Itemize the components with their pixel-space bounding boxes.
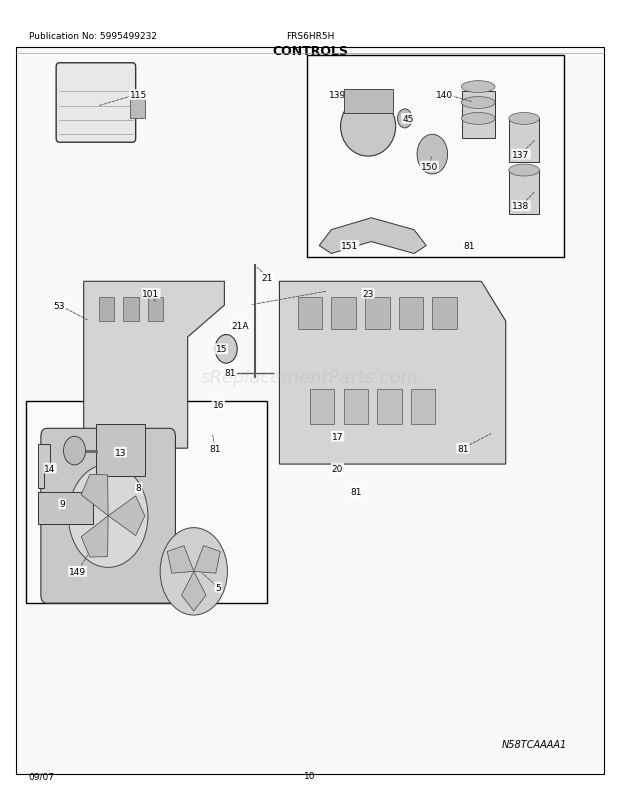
Bar bbox=[25, 401, 267, 603]
Text: 5: 5 bbox=[215, 583, 221, 592]
Text: 09/07: 09/07 bbox=[29, 772, 55, 780]
Bar bbox=[343, 90, 392, 114]
Bar bbox=[365, 298, 389, 330]
Bar bbox=[38, 492, 93, 524]
Polygon shape bbox=[319, 218, 426, 254]
Text: CONTROLS: CONTROLS bbox=[272, 46, 348, 59]
Text: 81: 81 bbox=[463, 241, 475, 251]
Ellipse shape bbox=[509, 165, 539, 176]
Polygon shape bbox=[81, 475, 108, 516]
Text: Publication No: 5995499232: Publication No: 5995499232 bbox=[29, 32, 157, 41]
Text: N58TCAAAA1: N58TCAAAA1 bbox=[502, 739, 567, 748]
Bar bbox=[509, 119, 539, 163]
Text: 15: 15 bbox=[216, 345, 227, 354]
Circle shape bbox=[397, 110, 412, 129]
Polygon shape bbox=[38, 444, 50, 488]
Bar bbox=[298, 298, 322, 330]
Polygon shape bbox=[194, 546, 220, 573]
Polygon shape bbox=[108, 496, 145, 536]
Bar bbox=[307, 56, 564, 258]
Text: 21A: 21A bbox=[231, 321, 249, 330]
Text: 8: 8 bbox=[136, 484, 141, 492]
FancyBboxPatch shape bbox=[41, 429, 175, 603]
Text: 53: 53 bbox=[53, 302, 65, 310]
Text: 138: 138 bbox=[512, 202, 529, 211]
Circle shape bbox=[160, 528, 228, 615]
Text: 10: 10 bbox=[304, 772, 316, 780]
Circle shape bbox=[215, 335, 237, 363]
Text: 81: 81 bbox=[210, 444, 221, 453]
Polygon shape bbox=[84, 282, 224, 448]
Bar bbox=[432, 298, 457, 330]
Text: 115: 115 bbox=[130, 91, 148, 100]
Bar bbox=[378, 389, 402, 425]
Bar bbox=[148, 298, 163, 322]
Bar bbox=[343, 389, 368, 425]
Bar bbox=[130, 99, 145, 119]
Circle shape bbox=[68, 464, 148, 568]
Bar bbox=[96, 425, 145, 476]
Ellipse shape bbox=[509, 113, 539, 125]
Bar bbox=[462, 91, 495, 139]
Text: 151: 151 bbox=[341, 241, 358, 251]
Text: 14: 14 bbox=[45, 464, 56, 473]
Text: 149: 149 bbox=[69, 567, 86, 576]
Text: sReplacementParts.com: sReplacementParts.com bbox=[201, 368, 419, 387]
Text: 140: 140 bbox=[436, 91, 453, 100]
Ellipse shape bbox=[461, 97, 495, 109]
Text: 45: 45 bbox=[402, 115, 414, 124]
Text: 9: 9 bbox=[60, 500, 65, 508]
Polygon shape bbox=[167, 546, 194, 573]
Bar bbox=[99, 298, 114, 322]
Text: FRS6HR5H: FRS6HR5H bbox=[286, 32, 334, 41]
Text: 137: 137 bbox=[512, 151, 529, 160]
Text: 150: 150 bbox=[420, 162, 438, 172]
Circle shape bbox=[417, 135, 448, 175]
Bar bbox=[399, 298, 423, 330]
Text: 81: 81 bbox=[350, 488, 361, 496]
Text: 13: 13 bbox=[115, 448, 126, 457]
Polygon shape bbox=[182, 572, 206, 611]
Text: 20: 20 bbox=[332, 464, 343, 473]
Ellipse shape bbox=[461, 82, 495, 94]
Ellipse shape bbox=[461, 113, 495, 125]
Text: 16: 16 bbox=[213, 400, 224, 410]
Polygon shape bbox=[280, 282, 506, 464]
Text: 17: 17 bbox=[332, 432, 343, 441]
Bar bbox=[411, 389, 435, 425]
Text: 23: 23 bbox=[363, 290, 374, 298]
FancyBboxPatch shape bbox=[56, 63, 136, 143]
Text: 139: 139 bbox=[329, 91, 346, 100]
Bar bbox=[509, 171, 539, 214]
Bar bbox=[332, 298, 356, 330]
Bar bbox=[123, 298, 139, 322]
Text: 81: 81 bbox=[224, 369, 236, 378]
Ellipse shape bbox=[340, 97, 396, 157]
Text: 21: 21 bbox=[262, 273, 273, 282]
Circle shape bbox=[63, 437, 86, 465]
Polygon shape bbox=[81, 516, 108, 557]
Text: 81: 81 bbox=[457, 444, 469, 453]
Bar bbox=[310, 389, 334, 425]
Text: 101: 101 bbox=[143, 290, 159, 298]
